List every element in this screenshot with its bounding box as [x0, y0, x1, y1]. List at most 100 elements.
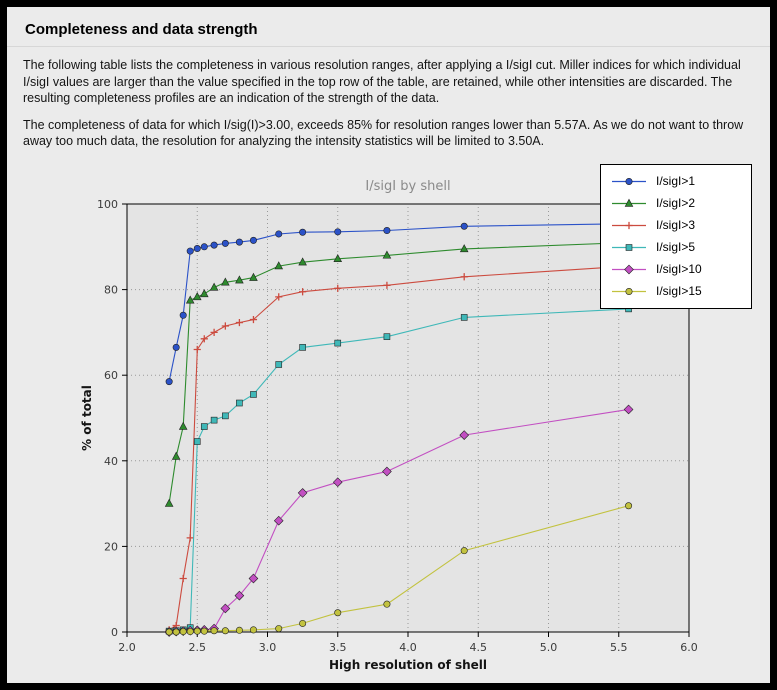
data-point-marker	[275, 229, 283, 237]
data-point-marker	[172, 627, 180, 635]
data-point-marker	[192, 291, 202, 300]
series-line	[168, 241, 629, 504]
data-point-marker	[234, 590, 245, 600]
data-point-marker	[185, 294, 195, 303]
legend-label: I/sigI>5	[656, 240, 696, 254]
data-point-marker	[210, 328, 218, 336]
data-point-marker	[275, 624, 283, 632]
data-point-marker	[193, 437, 201, 445]
legend-label: I/sigI>15	[656, 284, 702, 298]
data-point-marker	[249, 236, 257, 244]
data-point-marker	[236, 399, 243, 406]
data-point-marker	[165, 627, 173, 635]
data-point-marker	[210, 241, 218, 249]
data-point-marker	[200, 242, 208, 250]
legend-swatch-icon	[612, 243, 646, 251]
y-tick-label: 60	[104, 369, 118, 382]
data-point-marker	[209, 282, 219, 291]
x-tick-label: 5.0	[540, 641, 558, 654]
data-point-marker	[248, 573, 259, 583]
data-point-marker	[165, 377, 173, 385]
legend-swatch-icon	[612, 287, 646, 295]
data-point-marker	[459, 429, 470, 440]
data-point-marker	[250, 390, 257, 398]
data-point-marker	[249, 625, 257, 633]
data-point-marker	[220, 603, 231, 613]
x-tick-label: 6.0	[680, 641, 698, 654]
series-line	[169, 307, 629, 632]
data-point-marker	[383, 600, 391, 608]
data-point-marker	[299, 619, 307, 627]
data-point-marker	[171, 451, 181, 460]
data-point-marker	[383, 281, 391, 289]
legend-label: I/sigI>2	[656, 196, 696, 210]
data-point-marker	[186, 533, 194, 541]
data-point-marker	[235, 626, 243, 634]
legend-item: I/sigI>1	[611, 173, 739, 190]
intro-paragraph: The following table lists the completene…	[23, 58, 741, 105]
series-line	[168, 222, 629, 382]
data-point-marker	[334, 227, 342, 235]
data-point-marker	[333, 253, 343, 262]
data-point-marker	[193, 244, 201, 252]
x-tick-label: 4.0	[399, 641, 417, 654]
data-point-marker	[460, 222, 468, 230]
data-point-marker	[299, 287, 307, 295]
legend-swatch-icon	[612, 177, 646, 185]
x-tick-label: 5.5	[610, 641, 628, 654]
y-tick-label: 20	[104, 540, 118, 553]
x-tick-label: 4.5	[470, 641, 488, 654]
data-point-marker	[210, 416, 218, 423]
y-tick-label: 100	[97, 198, 118, 211]
data-point-marker	[178, 421, 188, 430]
series-line	[169, 504, 629, 633]
data-point-marker	[299, 343, 306, 351]
data-point-marker	[193, 627, 201, 635]
legend-label: I/sigI>3	[656, 218, 696, 232]
data-point-marker	[297, 487, 308, 498]
data-point-marker	[200, 627, 208, 635]
data-point-marker	[460, 272, 468, 280]
chart-legend: I/sigI>1 I/sigI>2 I/sigI>3 I/sigI>5 I/sigI>1…	[600, 163, 752, 309]
data-point-marker	[193, 345, 201, 353]
data-point-marker	[179, 627, 187, 635]
data-point-marker	[625, 501, 633, 509]
data-point-marker	[274, 260, 284, 269]
page: Completeness and data strength The follo…	[7, 7, 770, 683]
data-point-marker	[221, 239, 229, 247]
data-point-marker	[221, 626, 229, 634]
completeness-chart: 2.0 2.5 3.0 3.5 4.0 4.5 5.0 5.5 6.0 0 20 40 60 80 100 I…	[15, 160, 762, 676]
data-point-marker	[334, 339, 342, 346]
data-point-marker	[299, 228, 307, 236]
chart-title: I/sigI by shell	[365, 179, 450, 194]
data-point-marker	[334, 284, 342, 292]
chart-canvas: 2.0 2.5 3.0 3.5 4.0 4.5 5.0 5.5 6.0 0 20 40 60 80 100 I…	[80, 179, 698, 672]
x-axis-label: High resolution of shell	[329, 658, 487, 672]
data-point-marker	[235, 274, 244, 283]
data-point-marker	[249, 272, 258, 281]
data-point-marker	[275, 292, 283, 300]
data-point-marker	[179, 311, 187, 319]
data-point-marker	[200, 334, 208, 342]
title-divider	[7, 46, 770, 47]
data-point-marker	[186, 247, 194, 255]
data-point-marker	[221, 276, 230, 286]
data-point-marker	[334, 608, 342, 616]
legend-label: I/sigI>10	[656, 262, 702, 276]
summary-paragraph: The completeness of data for which I/sig…	[23, 117, 744, 149]
legend-item: I/sigI>10	[611, 261, 739, 278]
data-point-marker	[249, 315, 258, 323]
page-title: Completeness and data strength	[25, 21, 258, 38]
legend-item: I/sigI>3	[611, 217, 739, 234]
data-point-marker	[382, 250, 392, 259]
data-point-marker	[460, 546, 468, 554]
data-point-marker	[460, 313, 468, 321]
data-point-marker	[210, 626, 218, 634]
data-point-marker	[235, 238, 243, 246]
x-tick-label: 2.0	[118, 641, 136, 654]
data-point-marker	[298, 256, 307, 265]
x-tick-label: 2.5	[189, 641, 207, 654]
x-tick-label: 3.5	[329, 641, 347, 654]
y-tick-label: 80	[104, 283, 118, 296]
